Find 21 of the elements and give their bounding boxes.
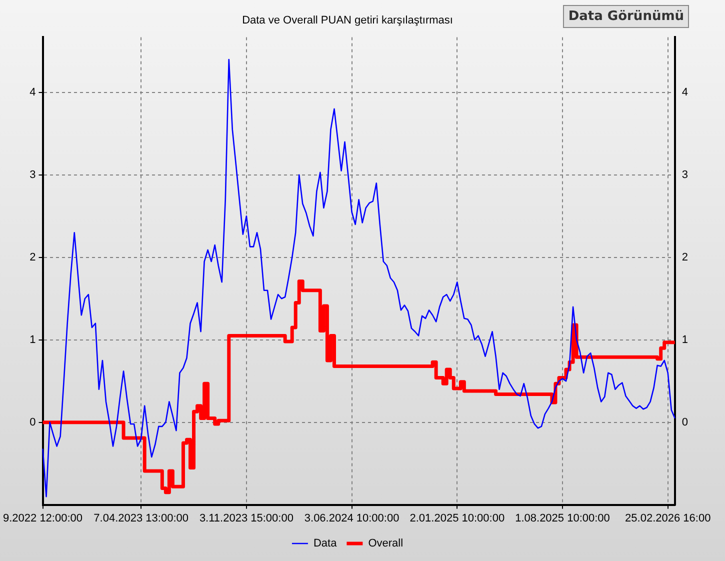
- legend-label: Data: [313, 538, 338, 550]
- y-tick-label: 2: [30, 251, 36, 264]
- x-tick-label: 3.06.2024 10:00:00: [304, 512, 400, 524]
- x-tick-label: 25.02.2026 16:00: [625, 512, 711, 524]
- y-tick-label: 4: [30, 86, 36, 98]
- legend-label: Overall: [368, 538, 404, 550]
- y2-tick-label: 0: [682, 416, 688, 428]
- y2-tick-label: 1: [682, 334, 688, 346]
- y-tick-label: 3: [30, 168, 36, 181]
- y2-tick-label: 3: [682, 168, 688, 181]
- y-tick-label: 0: [30, 416, 36, 428]
- y2-tick-label: 2: [682, 251, 688, 264]
- x-tick-label: 7.04.2023 13:00:00: [94, 512, 188, 524]
- x-tick-label: 1.08.2025 10:00:00: [515, 512, 610, 524]
- chart-title: Data ve Overall PUAN getiri karşılaştırması: [242, 14, 453, 27]
- x-tick-label: 2.01.2025 10:00:00: [410, 512, 505, 524]
- x-tick-label: 3.11.2023 15:00:00: [199, 512, 294, 524]
- y2-tick-label: 4: [682, 86, 688, 98]
- view-button: Data Görünümü: [563, 5, 689, 28]
- x-tick-label: 9.2022 12:00:00: [2, 512, 83, 524]
- y-tick-label: 1: [30, 334, 36, 346]
